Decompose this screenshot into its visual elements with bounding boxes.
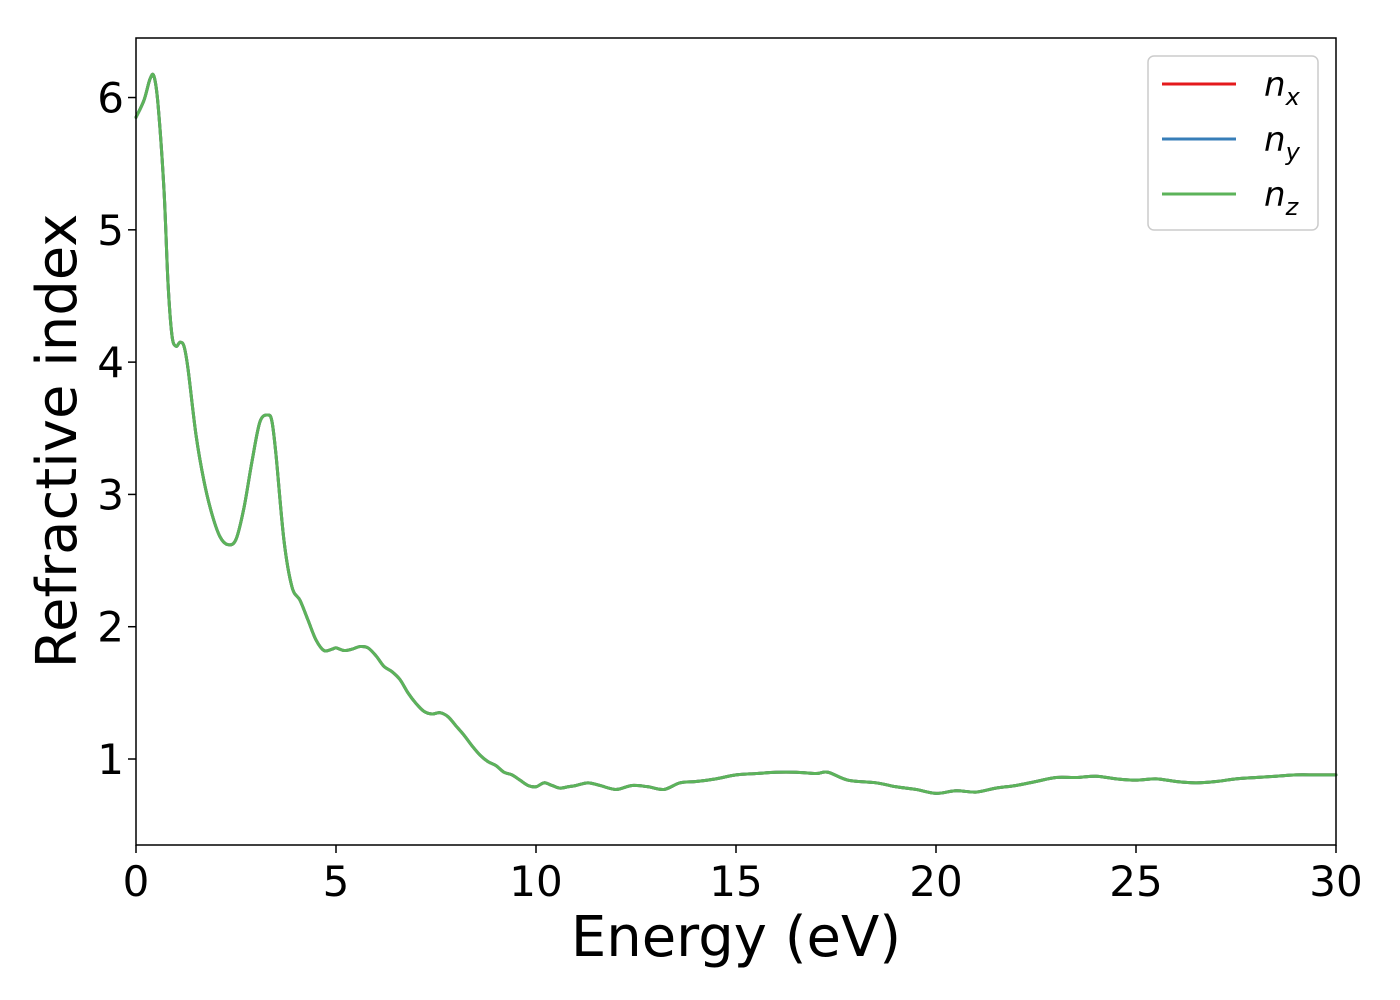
- y-axis-ticks: 1 2 3 4 5 6: [97, 74, 136, 784]
- legend-label-main: n: [1264, 65, 1286, 105]
- y-tick-label: 3: [97, 470, 124, 519]
- y-tick-label: 2: [97, 603, 124, 652]
- legend-label-subscript: z: [1285, 193, 1300, 221]
- x-tick-label: 0: [123, 857, 150, 906]
- legend-label-z: nz: [1264, 175, 1300, 221]
- legend-label-main: n: [1264, 175, 1286, 215]
- y-tick-label: 5: [97, 206, 124, 255]
- x-tick-label: 30: [1309, 857, 1362, 906]
- series-line-z: [134, 72, 1338, 795]
- y-axis-label: Refractive index: [25, 214, 90, 669]
- x-tick-label: 20: [909, 857, 962, 906]
- x-axis-ticks: 0 5 10 15 20 25 30: [123, 845, 1363, 906]
- legend-label-subscript: y: [1285, 138, 1301, 166]
- legend-label-subscript: x: [1285, 83, 1301, 111]
- legend-label-x: nx: [1264, 65, 1301, 111]
- x-tick-label: 15: [709, 857, 762, 906]
- y-tick-label: 4: [97, 338, 124, 387]
- y-tick-label: 6: [97, 74, 124, 123]
- x-axis-label: Energy (eV): [571, 905, 901, 970]
- y-tick-label: 1: [97, 735, 124, 784]
- x-tick-label: 25: [1109, 857, 1162, 906]
- x-tick-label: 5: [323, 857, 350, 906]
- series-layer: [134, 72, 1338, 795]
- legend-label-y: ny: [1264, 120, 1301, 166]
- legend-box: [1147, 55, 1319, 231]
- legend-label-main: n: [1264, 120, 1286, 160]
- x-tick-label: 10: [509, 857, 562, 906]
